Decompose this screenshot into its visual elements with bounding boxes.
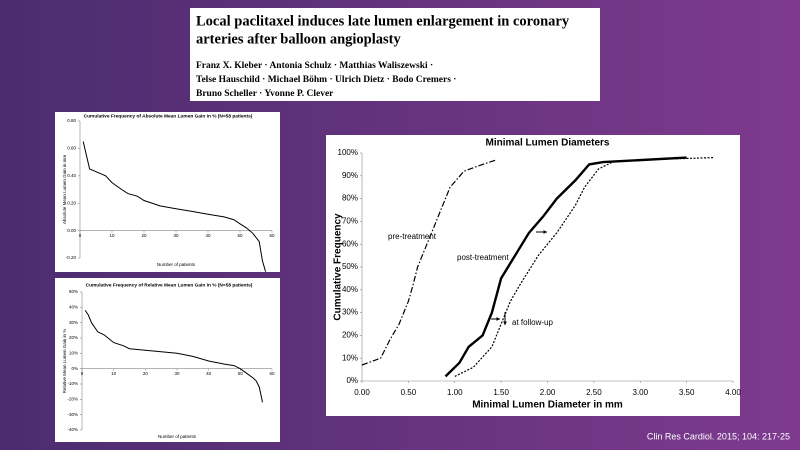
paper-title: arteries after balloon angioplasty	[196, 31, 401, 47]
y-tick-label: 50%	[69, 289, 78, 294]
y-tick-label: -20%	[67, 397, 78, 402]
x-tick-label: 2.50	[586, 388, 602, 397]
y-tick-label: 10%	[342, 353, 358, 362]
chart-title: Minimal Lumen Diameters	[486, 138, 610, 149]
chart-title: Cumulative Frequency of Absolute Mean Lu…	[84, 113, 253, 119]
x-tick-label: 30	[174, 371, 180, 376]
chart-box	[326, 135, 740, 416]
x-tick-label: 0	[79, 233, 82, 238]
series-line	[361, 159, 497, 366]
y-axis-label: Cumulative Frequency	[333, 213, 344, 321]
authors: Bruno Scheller · Yvonne P. Clever	[196, 89, 334, 99]
y-tick-label: 30%	[69, 320, 78, 325]
arrow-head	[496, 317, 500, 321]
y-tick-label: -10%	[67, 381, 78, 386]
y-tick-label: 90%	[342, 171, 358, 180]
y-axis-label: Absolute Mean Lumen Gain in mm	[62, 155, 67, 225]
authors: Telse Hauschild · Michael Böhm · Ulrich …	[196, 75, 456, 85]
y-tick-label: 30%	[342, 308, 358, 317]
arrow-head	[503, 321, 507, 325]
series-annotation: at follow-up	[512, 318, 553, 327]
y-tick-label: 0.20	[67, 200, 76, 205]
series-line	[444, 156, 687, 378]
y-tick-label: 80%	[342, 194, 358, 203]
y-tick-label: 60%	[342, 239, 358, 248]
y-tick-label: 50%	[342, 262, 358, 271]
x-axis-label: Minimal Lumen Diameter in mm	[472, 400, 623, 411]
y-tick-label: 0.00	[67, 228, 76, 233]
x-tick-label: 20	[143, 371, 149, 376]
y-tick-label: 0%	[346, 376, 358, 385]
series-line	[454, 157, 715, 377]
series-annotation: post-treatment	[457, 253, 509, 262]
x-tick-label: 0.50	[401, 388, 417, 397]
paper-title: Local paclitaxel induces late lumen enla…	[196, 13, 570, 29]
y-tick-label: 0.40	[67, 173, 76, 178]
x-tick-label: 0.00	[354, 388, 370, 397]
x-tick-label: 3.00	[632, 388, 648, 397]
x-tick-label: 50	[237, 233, 243, 238]
x-tick-label: 2.00	[540, 388, 556, 397]
y-tick-label: -30%	[67, 412, 78, 417]
y-tick-label: 20%	[342, 331, 358, 340]
y-tick-label: 40%	[69, 305, 78, 310]
x-tick-label: 40	[206, 371, 212, 376]
x-tick-label: 10	[109, 233, 115, 238]
y-tick-label: -0.20	[66, 255, 77, 260]
chart-box	[55, 278, 280, 442]
y-tick-label: 70%	[342, 217, 358, 226]
arrow-head	[543, 230, 547, 234]
series-line	[84, 310, 263, 403]
x-tick-label: 50	[238, 371, 244, 376]
paper-box	[190, 8, 600, 101]
chart-title: Cumulative Frequency of Relative Mean Lu…	[86, 282, 253, 288]
x-tick-label: 4.00	[725, 388, 741, 397]
y-axis-label: Relative Mean Lumen Gain in %	[62, 329, 67, 394]
series-annotation: pre-treatment	[388, 232, 437, 241]
y-tick-label: -40%	[67, 427, 78, 432]
x-axis-label: Number of patients	[158, 434, 197, 439]
x-tick-label: 60	[269, 371, 275, 376]
y-tick-label: 20%	[69, 335, 78, 340]
x-tick-label: 3.50	[679, 388, 695, 397]
x-tick-label: 1.00	[447, 388, 463, 397]
y-tick-label: 10%	[69, 351, 78, 356]
x-tick-label: 40	[205, 233, 211, 238]
series-line	[82, 141, 267, 272]
x-tick-label: 0	[81, 371, 84, 376]
x-tick-label: 10	[111, 371, 117, 376]
x-axis-label: Number of patients	[157, 262, 196, 267]
y-tick-label: 0.60	[67, 146, 76, 151]
x-tick-label: 1.50	[493, 388, 509, 397]
citation: Clin Res Cardiol. 2015; 104: 217-25	[647, 431, 790, 441]
x-tick-label: 30	[173, 233, 179, 238]
y-tick-label: 0%	[71, 366, 78, 371]
authors: Franz X. Kleber · Antonia Schulz · Matth…	[196, 61, 433, 71]
y-tick-label: 100%	[338, 148, 358, 157]
chart-box	[55, 112, 280, 272]
x-tick-label: 60	[269, 233, 275, 238]
y-tick-label: 0.80	[67, 118, 76, 123]
y-tick-label: 40%	[342, 285, 358, 294]
x-tick-label: 20	[141, 233, 147, 238]
